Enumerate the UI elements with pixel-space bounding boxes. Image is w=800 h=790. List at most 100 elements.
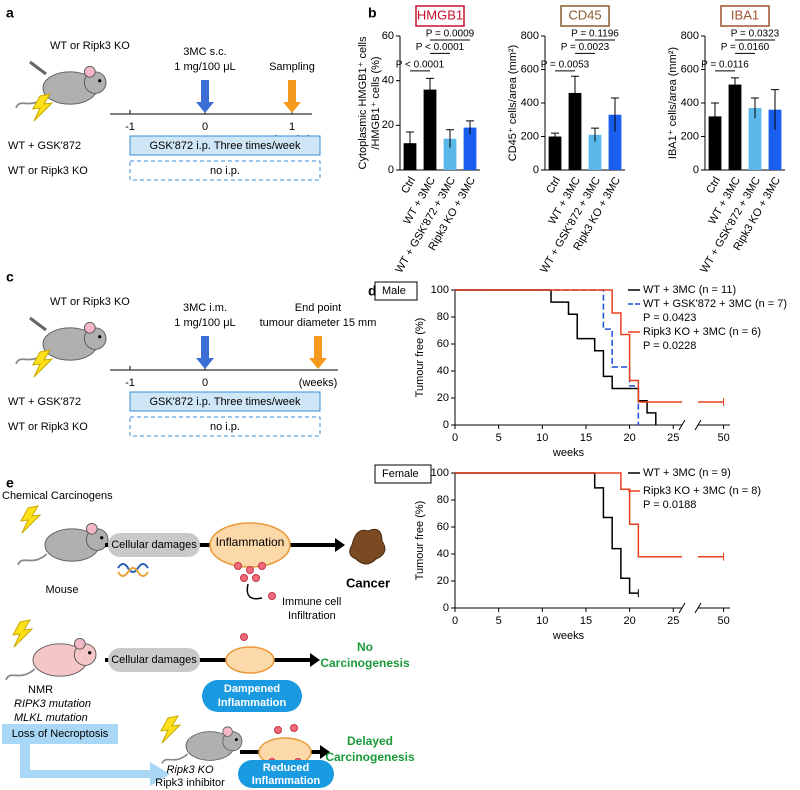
endpoint-label: End point: [295, 302, 341, 314]
group-label: Male: [382, 285, 406, 297]
animal-icon: [17, 522, 109, 566]
animal-ear: [85, 522, 98, 535]
y-tick-label: 60: [382, 30, 394, 42]
chart-title: IBA1: [731, 7, 759, 22]
curved-arrow: [246, 583, 263, 600]
arrow: [309, 336, 327, 369]
panel-label: e: [6, 475, 14, 491]
y-axis-label: /HMGB1⁺ cells (%): [370, 56, 382, 149]
syringe: [29, 316, 47, 332]
box: [108, 648, 200, 672]
y-axis-label: Cytoplasmic HMGB1⁺ cells: [357, 36, 369, 169]
bar: [608, 114, 622, 170]
y-axis-label: Tumour free (%): [414, 318, 426, 398]
animal-icon: [15, 321, 107, 365]
y-tick-label: 80: [437, 494, 449, 506]
label: Cellular damages: [111, 539, 197, 551]
y-tick-label: 800: [681, 30, 699, 42]
treatment-box: [129, 135, 321, 156]
y-tick-label: 40: [437, 365, 449, 377]
label: Delayed: [347, 734, 393, 748]
bar: [728, 84, 742, 170]
animal-icon: [5, 637, 97, 681]
treatment-label: no i.p.: [210, 421, 240, 433]
treatment-label: no i.p.: [210, 165, 240, 177]
immune-cell: [268, 592, 276, 600]
treatment-box: [129, 160, 321, 181]
p-value: P = 0.0023: [561, 42, 610, 53]
p-value: P = 0.0053: [541, 59, 590, 70]
error-bar: [751, 97, 759, 119]
x-tick-label: 15: [580, 432, 592, 444]
animal-eye: [98, 79, 102, 83]
y-axis-label: IBA1⁺ cells/area (mm²): [667, 47, 679, 159]
error-bar: [591, 127, 599, 142]
legend-label: Ripk3 KO + 3MC (n = 8): [643, 485, 761, 497]
row-label: WT or Ripk3 KO: [8, 165, 88, 177]
animal-ear: [83, 321, 96, 334]
x-tick-label: 0: [452, 432, 458, 444]
x-tick-label: Ctrl: [704, 175, 723, 196]
survival-curve: [455, 289, 724, 403]
error-bar: [571, 75, 579, 110]
x-tick-label: Ctrl: [399, 175, 418, 196]
label: Carcinogenesis: [320, 656, 410, 670]
label: Cancer: [346, 575, 390, 590]
label: Infiltration: [288, 610, 336, 622]
timeline-label: 1: [289, 121, 295, 133]
label: Ripk3 KO: [166, 764, 214, 776]
y-tick-label: 20: [437, 575, 449, 587]
arrow-head: [310, 653, 320, 667]
treatment-box: [129, 416, 321, 437]
y-tick-label: 200: [521, 130, 539, 142]
error-bar: [771, 89, 779, 130]
error-bar: [406, 131, 414, 155]
timeline-label: 0: [202, 121, 208, 133]
y-tick-label: 200: [681, 130, 699, 142]
label: Mouse: [45, 584, 78, 596]
y-tick-label: 100: [431, 467, 449, 479]
dose-label: 1 mg/100 μL: [174, 61, 235, 73]
p-value: P = 0.0160: [721, 42, 770, 53]
arrow: [283, 80, 301, 113]
legend-label: Ripk3 KO + 3MC (n = 6): [643, 326, 761, 338]
animal-tail: [17, 553, 48, 566]
arrow-head: [335, 538, 345, 552]
animal-ear: [83, 65, 96, 78]
dna-icon: [117, 563, 149, 573]
title-box: [720, 5, 770, 27]
animal-tail: [161, 753, 189, 764]
chart-title: CD45: [568, 7, 601, 22]
legend-label: WT + 3MC (n = 9): [643, 467, 731, 479]
y-tick-label: 400: [521, 97, 539, 109]
legend-label: WT + 3MC (n = 11): [643, 284, 736, 296]
animal-eye: [98, 335, 102, 339]
timeline-label: -1: [125, 121, 135, 133]
label: NMR: [28, 684, 53, 696]
error-bar: [731, 77, 739, 92]
survival-curve: [455, 289, 657, 425]
legend-label: WT + GSK'872 + 3MC (n = 7): [643, 298, 787, 310]
timeline-unit: (weeks): [299, 377, 338, 389]
bar: [403, 143, 417, 170]
bar: [548, 136, 562, 170]
y-tick-label: 100: [431, 284, 449, 296]
x-tick-label: 50: [717, 432, 729, 444]
bar: [568, 92, 582, 170]
p-value: P = 0.0009: [426, 29, 475, 40]
error-bar: [551, 132, 559, 140]
y-axis-label: Tumour free (%): [414, 501, 426, 581]
group-box: [374, 464, 432, 484]
bar: [423, 89, 437, 170]
y-tick-label: 0: [533, 164, 539, 176]
group-label: WT or Ripk3 KO: [50, 40, 130, 52]
immune-cell: [240, 633, 248, 641]
dose-label: 1 mg/100 μL: [174, 317, 235, 329]
x-tick-label: 5: [496, 615, 502, 627]
label: Immune cell: [282, 596, 341, 608]
x-axis-label: weeks: [552, 447, 585, 459]
tumour: [225, 646, 275, 674]
label: Reduced: [263, 762, 309, 774]
cancer-icon: [349, 528, 386, 565]
x-tick-label: 20: [623, 615, 635, 627]
